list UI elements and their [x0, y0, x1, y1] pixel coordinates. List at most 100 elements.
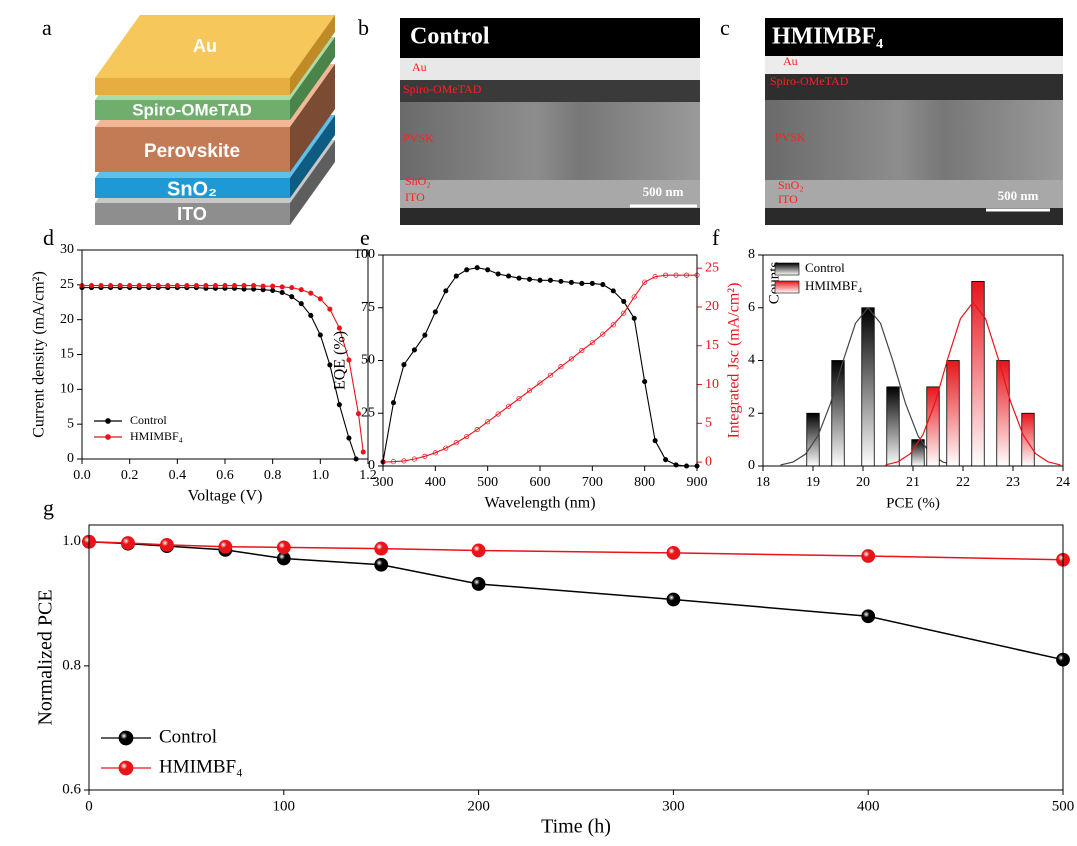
data-point	[356, 412, 360, 416]
x-tick-label: 300	[662, 798, 685, 814]
legend-marker	[106, 435, 111, 440]
data-point	[242, 283, 246, 287]
data-point	[433, 310, 437, 314]
x-tick-label: 24	[1056, 475, 1070, 490]
plot-area	[781, 281, 1061, 466]
layer-label: ITO	[778, 192, 798, 206]
series-line	[82, 288, 356, 459]
y-tick-label: 50	[361, 353, 375, 368]
x-axis-label: Wavelength (nm)	[484, 495, 595, 512]
x-axis-label: Time (h)	[541, 816, 611, 838]
panel-label: g	[43, 495, 54, 520]
data-point	[166, 283, 170, 287]
series-line	[383, 275, 697, 462]
data-point	[290, 285, 294, 289]
y2-axis-label: Integrated Jsc (mA/cm²)	[726, 283, 743, 439]
data-point	[611, 289, 615, 293]
data-point	[475, 265, 479, 269]
data-point	[485, 268, 489, 272]
x-tick-label: 700	[582, 475, 603, 490]
data-point	[108, 283, 112, 287]
data-point	[251, 283, 255, 287]
x-tick-label: 23	[1006, 475, 1020, 490]
y-tick-label: 6	[748, 300, 755, 315]
data-point	[667, 546, 680, 559]
data-point	[667, 593, 680, 606]
data-point	[472, 544, 485, 557]
data-point	[465, 268, 469, 272]
data-point	[309, 291, 313, 295]
data-point	[391, 401, 395, 405]
legend-label: Control	[159, 726, 217, 747]
x-tick-label: 100	[273, 798, 296, 814]
data-point	[280, 285, 284, 289]
x-tick-label: 400	[425, 475, 446, 490]
data-point	[175, 283, 179, 287]
data-point	[299, 288, 303, 292]
layer-label: ITO	[177, 204, 207, 224]
data-point	[375, 542, 388, 555]
x-tick-label: 20	[856, 475, 870, 490]
data-point	[232, 283, 236, 287]
data-point	[156, 283, 160, 287]
y-tick-label: 10	[60, 382, 74, 397]
x-tick-label: 400	[857, 798, 880, 814]
bar	[807, 413, 820, 466]
scale-bar-label: 500 nm	[643, 184, 684, 199]
data-point	[270, 284, 274, 288]
x-tick-label: 1.0	[312, 468, 330, 483]
layer-label: PVSK	[775, 130, 806, 144]
data-point	[517, 276, 521, 280]
data-point	[337, 326, 341, 330]
legend-label: Control	[130, 413, 167, 427]
data-point	[402, 363, 406, 367]
legend-label: HMIMBF₄	[130, 429, 183, 443]
data-point	[601, 282, 605, 286]
legend-label: HMIMBF₄	[159, 756, 243, 777]
x-tick-label: 0.8	[264, 468, 282, 483]
x-tick-label: 0	[85, 798, 93, 814]
plot-frame	[383, 255, 697, 466]
bar	[1022, 413, 1035, 466]
bar	[912, 440, 925, 466]
data-point	[663, 457, 667, 461]
panel-label: f	[712, 225, 720, 250]
x-tick-label: 200	[467, 798, 490, 814]
y-tick-label: 20	[60, 312, 74, 327]
legend-marker	[106, 419, 111, 424]
legend-marker	[119, 731, 133, 745]
legend-label: Control	[805, 260, 845, 275]
data-point	[328, 307, 332, 311]
layer-label: Au	[783, 54, 798, 68]
data-point	[375, 558, 388, 571]
y-axis-label: Current density (mA/cm²)	[31, 271, 48, 438]
data-point	[580, 281, 584, 285]
data-point	[185, 283, 189, 287]
data-point	[472, 577, 485, 590]
series-line	[82, 286, 363, 453]
data-point	[642, 379, 646, 383]
data-point	[99, 283, 103, 287]
data-point	[277, 541, 290, 554]
layer-label: SnO₂	[778, 178, 804, 192]
y-tick-label: 25	[361, 405, 375, 420]
data-point	[318, 333, 322, 337]
image-title: Control	[410, 24, 490, 50]
layer-label: PVSK	[403, 131, 434, 145]
x-tick-label: 0.0	[73, 468, 91, 483]
data-point	[548, 278, 552, 282]
x-tick-label: 300	[373, 475, 394, 490]
data-point	[219, 540, 232, 553]
data-point	[204, 283, 208, 287]
data-point	[653, 438, 657, 442]
data-point	[337, 402, 341, 406]
data-point	[862, 550, 875, 563]
y-tick-label: 1.0	[62, 533, 81, 549]
data-point	[270, 288, 274, 292]
layer-label: Spiro-OMeTAD	[132, 100, 252, 119]
y-tick-label: 25	[60, 277, 74, 292]
y-tick-label: 4	[748, 353, 755, 368]
y-tick-label: 8	[748, 247, 755, 262]
x-tick-label: 800	[634, 475, 655, 490]
data-point	[127, 283, 131, 287]
